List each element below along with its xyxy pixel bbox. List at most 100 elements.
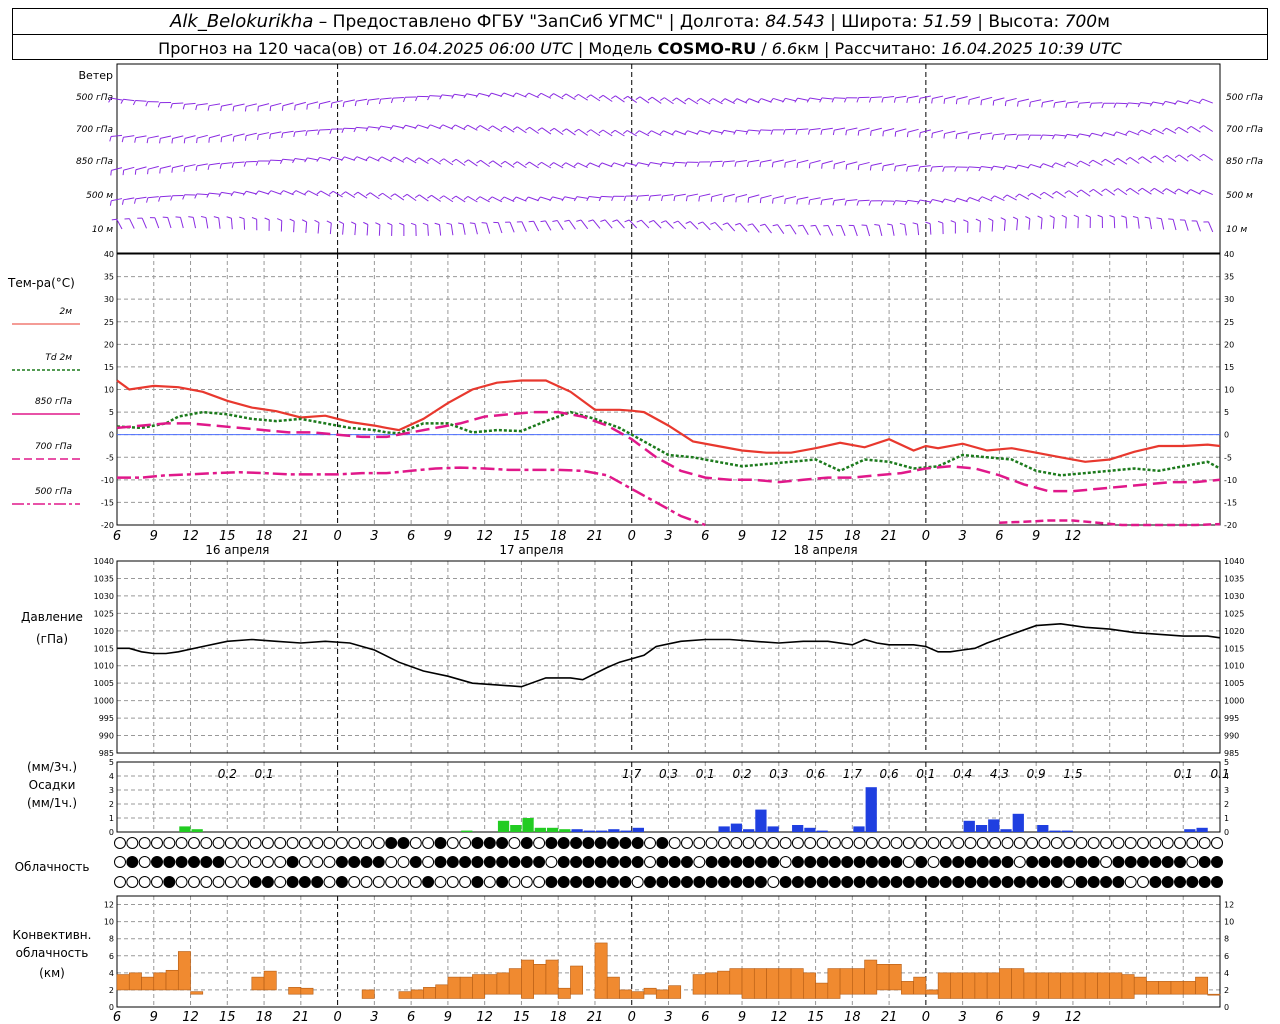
wind-barb [653,220,662,229]
wind-barb-feather [500,92,505,98]
precip-ytick-right: 1 [1224,814,1229,823]
wind-barb-feather [673,220,679,224]
wind-barb-feather [243,161,247,167]
wind-barb-feather [943,98,946,104]
wind-barb-feather [230,191,235,197]
wind-barb [1153,128,1164,135]
wind-barb-feather [524,196,529,202]
precip-bar-blue [963,820,975,832]
wind-barb-feather [147,169,149,175]
conv-cloud-bar [839,968,853,995]
wind-barb-feather [512,161,518,165]
wind-barb-feather [598,196,602,202]
wind-barb [565,93,576,100]
precip-panel-frame [116,761,1221,833]
cloud-cover-symbol [1112,837,1125,849]
cloud-cover-symbol [422,856,435,868]
wind-barb [320,190,331,197]
wind-barb-feather [1137,102,1142,108]
wind-barb-feather [255,160,259,166]
cloud-cover-symbol [335,856,348,868]
wind-barb-feather [1113,102,1117,108]
wind-barb [1191,154,1201,162]
temp-ytick-left: 20 [104,340,114,349]
wind-barb [479,196,490,203]
wind-barb-feather [758,129,762,135]
wind-barb [1079,133,1091,137]
cloud-cover-symbol [754,876,767,888]
conv-xtick-label: 0 [628,1010,636,1024]
wind-barb [270,131,282,135]
wind-barb [197,134,208,139]
wind-barb-feather [195,165,198,171]
precip-bar-blue [755,809,767,832]
wind-barb [601,162,613,168]
wind-barb-feather [387,222,393,226]
wind-barb-feather [251,217,257,220]
wind-barb-feather [439,158,445,163]
wind-barb [123,98,135,102]
cloud-cover-symbol [1050,837,1063,849]
wind-barb-feather [390,193,396,197]
precip-3h-total: 0.2 [732,767,751,781]
wind-barb [282,158,294,161]
wind-barb-feather [623,195,627,202]
wind-barb [218,217,221,229]
wind-barb-feather [771,162,774,168]
cloud-cover-symbol [1174,837,1186,849]
wind-barb [233,161,245,164]
cloud-cover-symbol [841,837,854,849]
wind-barb-feather [785,224,791,227]
wind-barb-feather [549,127,555,132]
temp-ytick-right: -20 [1224,521,1237,530]
wind-barb [979,221,981,233]
cloud-cover-symbol [1026,856,1039,868]
header-separator [13,34,1267,35]
cloud-cover-symbol [607,837,619,849]
wind-barb [883,128,895,132]
conv-cloud-bar [631,991,645,999]
cloud-cover-symbol [151,837,163,849]
wind-barb [663,130,674,136]
wind-barb [752,223,760,233]
wind-barb [834,127,846,131]
wind-barb-feather [772,198,774,204]
wind-barb-feather [978,166,982,172]
conv-cloud-bar [778,968,792,999]
cloud-cover-symbol [1124,837,1137,849]
cloud-cover-symbol [594,837,607,849]
wind-barb [883,95,895,99]
wind-barb [381,156,392,163]
temp-ytick-left: 35 [104,273,114,282]
wind-barb [245,103,257,107]
wind-barb [1056,191,1066,198]
precip-3h-total: 0.9 [1027,767,1046,781]
wind-barb-feather [146,138,149,144]
wind-barb-feather [1186,99,1191,105]
cloud-cover-symbol [1087,876,1100,888]
wind-barb-feather [833,164,835,170]
wind-barb [172,102,184,105]
wind-barb-feather [316,190,322,195]
precip-bar-blue [975,825,988,832]
wind-barb-feather [930,166,933,172]
conv-cloud-bar [435,984,449,999]
wind-barb [616,219,625,229]
cloud-cover-symbol [237,876,250,888]
precip-title: Осадки [29,778,76,792]
cloud-cover-symbol [1050,876,1063,888]
cloud-cover-symbol [200,837,213,849]
precip-3h-total: 4.3 [990,767,1009,781]
wind-barb [797,97,809,101]
precip-bar-blue [620,830,632,832]
wind-barb-feather [735,222,741,226]
wind-barb-feather [512,92,517,97]
temp-xtick-label: 12 [182,529,199,544]
wind-barb-feather [1174,126,1180,131]
wind-barb-feather [1002,165,1007,171]
wind-barb [1177,100,1189,105]
wind-barb [688,97,699,105]
wind-barb-feather [757,98,762,103]
cloud-cover-symbol [964,837,977,849]
wind-barb [944,130,956,135]
